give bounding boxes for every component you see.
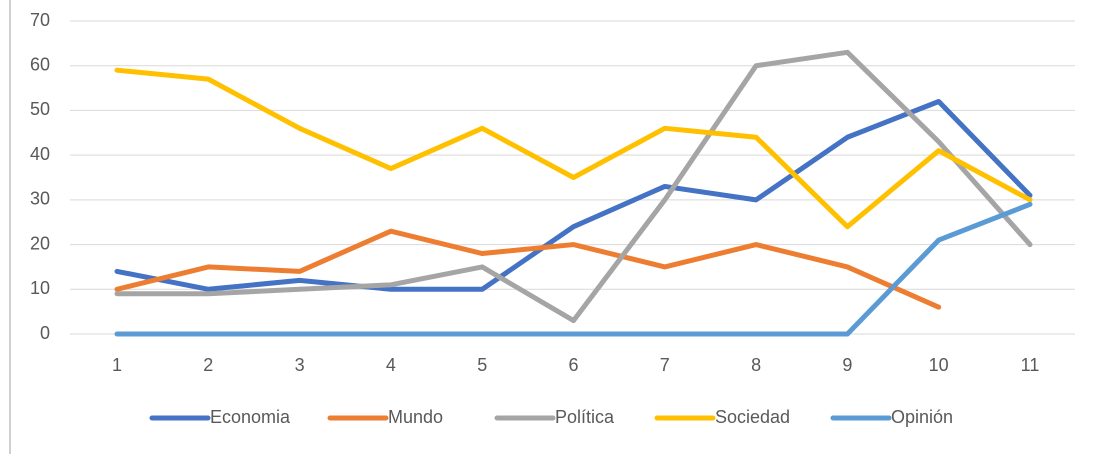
series-line xyxy=(114,228,942,310)
y-tick-label: 30 xyxy=(30,189,50,209)
y-tick-label: 70 xyxy=(30,10,50,30)
x-tick-label: 8 xyxy=(751,355,761,375)
legend-label: Economia xyxy=(210,407,291,427)
y-tick-label: 60 xyxy=(30,54,50,74)
y-tick-label: 50 xyxy=(30,99,50,119)
legend-label: Sociedad xyxy=(715,407,790,427)
x-tick-label: 2 xyxy=(203,355,213,375)
legend-label: Política xyxy=(555,407,615,427)
y-tick-label: 0 xyxy=(40,323,50,343)
series-line xyxy=(114,201,1033,337)
series-line xyxy=(114,98,1033,292)
legend-label: Opinión xyxy=(891,407,953,427)
x-tick-label: 3 xyxy=(295,355,305,375)
y-tick-label: 20 xyxy=(30,233,50,253)
series-line xyxy=(114,67,1033,230)
x-tick-label: 10 xyxy=(929,355,949,375)
y-tick-label: 10 xyxy=(30,278,50,298)
x-tick-label: 11 xyxy=(1021,355,1040,375)
x-tick-label: 7 xyxy=(660,355,670,375)
x-tick-label: 5 xyxy=(477,355,487,375)
x-tick-label: 9 xyxy=(842,355,852,375)
legend-label: Mundo xyxy=(388,407,443,427)
x-tick-label: 4 xyxy=(386,355,396,375)
series-line xyxy=(114,49,1033,324)
x-tick-label: 1 xyxy=(112,355,122,375)
x-tick-label: 6 xyxy=(568,355,578,375)
y-tick-label: 40 xyxy=(30,144,50,164)
